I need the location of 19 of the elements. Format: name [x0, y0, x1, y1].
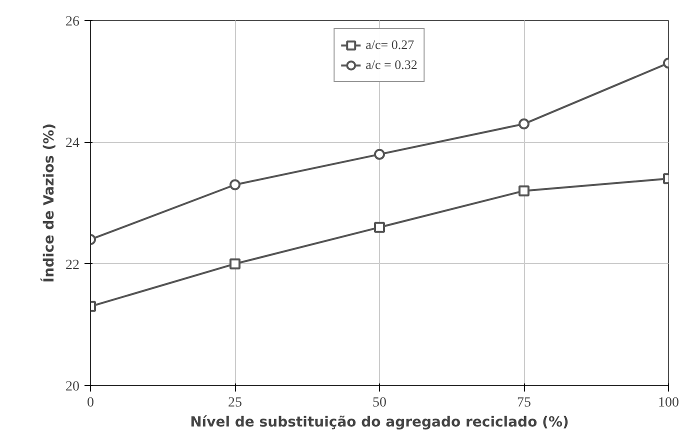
point	[230, 258, 240, 270]
point	[374, 222, 385, 233]
y-tick-label: 20	[66, 380, 80, 394]
x-tick-label: 50	[372, 396, 386, 410]
x-tick-label: 100	[658, 396, 679, 410]
point	[518, 185, 530, 196]
legend-label: a/c = 0.32	[366, 57, 418, 73]
y-tick-label: 22	[66, 258, 80, 273]
point	[374, 148, 385, 160]
x-tick-label: 25	[228, 396, 242, 410]
x-tick-label: 0	[87, 396, 94, 410]
y-tick-label: 24	[66, 136, 80, 152]
y-tick-label: 26	[66, 14, 80, 30]
point	[518, 118, 530, 130]
x-tick-label: 75	[517, 396, 531, 410]
x-axis-title: Nível de substituição do agregado reciclado (%)	[190, 414, 569, 430]
y-axis-title: Índice de Vazios (%)	[40, 123, 58, 283]
legend-label: a/c= 0.27	[366, 37, 414, 53]
point	[230, 179, 240, 190]
